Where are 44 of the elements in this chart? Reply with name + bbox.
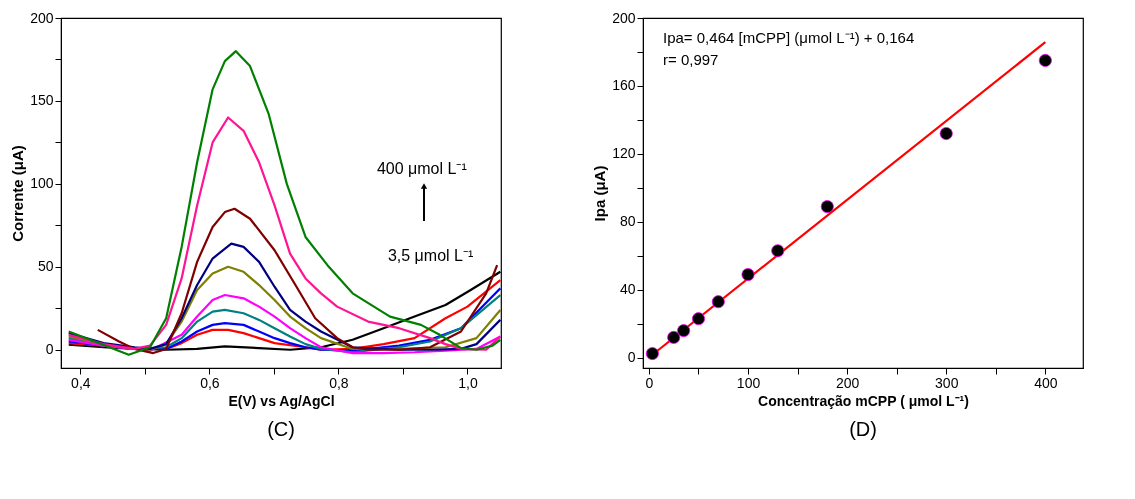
point xyxy=(939,127,953,141)
y-tick-label: 150 xyxy=(30,92,54,109)
x-tick-label: 1,0 xyxy=(458,374,478,391)
point xyxy=(771,244,785,258)
y-tick-label: 200 xyxy=(30,9,54,26)
point xyxy=(691,312,706,326)
line-series xyxy=(67,116,501,351)
x-tick-label: 100 xyxy=(736,374,761,391)
text: (D) xyxy=(849,418,877,440)
annotation: Ipa= 0,464 [mCPP] (μmol L⁻¹) + 0,164 xyxy=(663,29,915,46)
point xyxy=(820,200,834,214)
point xyxy=(667,330,681,344)
y-tick-label: 0 xyxy=(45,341,54,358)
x-tick-label: 200 xyxy=(835,374,860,391)
y-tick-label: 120 xyxy=(612,145,636,162)
y-tick-label: 200 xyxy=(612,9,636,26)
x-tick-label: 0,6 xyxy=(200,374,220,391)
annotation: 3,5 μmol L⁻¹ xyxy=(387,247,474,264)
y-axis-title: Ipa (μA) xyxy=(591,165,609,222)
y-tick-label: 0 xyxy=(627,349,636,366)
line-series xyxy=(67,50,501,356)
x-tick-label: 0,4 xyxy=(71,374,91,391)
y-axis-title: Corrente (μA) xyxy=(9,145,27,242)
point xyxy=(711,295,725,309)
y-tick-label: 50 xyxy=(37,258,54,275)
x-tick-label: 400 xyxy=(1034,374,1058,391)
x-tick-label: 0,8 xyxy=(329,374,349,391)
x-tick-label: 300 xyxy=(935,374,959,391)
point xyxy=(645,347,659,361)
annotation: 400 μmol L⁻¹ xyxy=(376,159,467,177)
x-axis-title: E(V) vs Ag/AgCl xyxy=(228,392,335,409)
annotation: r= 0,997 xyxy=(663,51,719,68)
point xyxy=(677,324,691,338)
y-tick-label: 80 xyxy=(619,213,636,230)
point xyxy=(1038,53,1052,67)
x-axis-title: Concentração mCPP ( μmol L⁻¹) xyxy=(758,392,969,409)
line-series xyxy=(96,207,499,355)
y-tick-label: 160 xyxy=(612,77,636,94)
text: (C) xyxy=(267,418,295,440)
line-series xyxy=(67,242,501,351)
y-tick-label: 40 xyxy=(619,281,636,298)
x-tick-label: 0 xyxy=(645,374,654,391)
point xyxy=(741,268,755,282)
y-tick-label: 100 xyxy=(30,175,54,192)
